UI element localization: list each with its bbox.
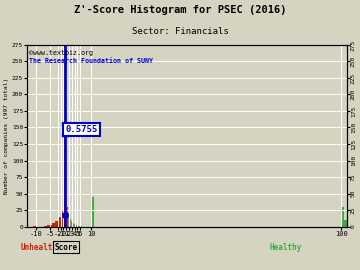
Bar — [58, 217, 61, 227]
Bar — [72, 222, 73, 227]
Bar — [73, 223, 74, 227]
Bar — [77, 225, 78, 227]
Bar — [75, 225, 76, 227]
Bar — [70, 219, 71, 227]
Bar — [74, 224, 75, 227]
Bar — [68, 213, 69, 227]
Bar — [76, 225, 77, 227]
Text: Score: Score — [55, 243, 78, 252]
Bar — [341, 207, 344, 227]
Text: Sector: Financials: Sector: Financials — [132, 27, 228, 36]
Y-axis label: Number of companies (997 total): Number of companies (997 total) — [4, 77, 9, 194]
Bar — [33, 226, 36, 227]
Bar — [47, 225, 50, 227]
Text: Z'-Score Histogram for PSEC (2016): Z'-Score Histogram for PSEC (2016) — [74, 5, 286, 15]
Bar — [91, 197, 94, 227]
Bar — [71, 221, 72, 227]
Text: The Research Foundation of SUNY: The Research Foundation of SUNY — [29, 58, 153, 64]
Bar — [344, 220, 347, 227]
Bar — [81, 226, 82, 227]
Bar — [44, 226, 47, 227]
Text: Healthy: Healthy — [269, 243, 302, 252]
Bar — [80, 226, 81, 227]
Text: 0.5755: 0.5755 — [65, 125, 98, 134]
Bar — [79, 226, 80, 227]
Bar — [78, 226, 79, 227]
Text: Unhealthy: Unhealthy — [21, 243, 62, 252]
Bar — [61, 210, 63, 227]
Bar — [55, 221, 58, 227]
Text: ©www.textbiz.org: ©www.textbiz.org — [29, 49, 93, 56]
Bar — [52, 223, 55, 227]
Bar — [50, 225, 52, 227]
Bar — [69, 217, 70, 227]
